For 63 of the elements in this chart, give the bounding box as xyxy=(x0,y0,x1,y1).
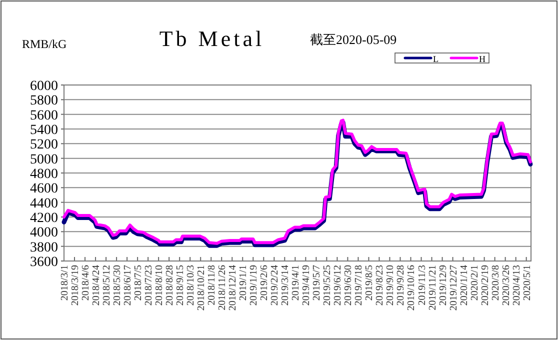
y-tick-label: 4200 xyxy=(30,211,58,226)
x-tick-label: 2020/1/14 xyxy=(458,265,470,306)
y-tick-label: 5000 xyxy=(30,152,58,168)
y-axis-title: RMB/kG xyxy=(22,37,68,51)
chart-subtitle: 截至2020-05-09 xyxy=(310,32,397,47)
x-tick-label: 2018/5/12 xyxy=(102,265,113,306)
y-tick-label: 4000 xyxy=(30,226,58,241)
x-tick-label: 2018/5/30 xyxy=(112,265,124,306)
x-tick-label: 2019/2/24 xyxy=(270,265,281,306)
x-tick-label: 2019/1/19 xyxy=(248,265,260,306)
x-tick-label: 2019/6/12 xyxy=(332,265,344,306)
x-tick-label: 2018/10/21 xyxy=(196,265,208,311)
x-tick-label: 2018/7/23 xyxy=(144,265,155,306)
x-tick-label: 2018/8/28 xyxy=(164,265,176,306)
x-tick-label: 2019/9/10 xyxy=(385,265,396,306)
x-tick-label: 2019/6/30 xyxy=(343,265,354,306)
x-tick-label: 2019/4/19 xyxy=(301,265,312,306)
x-tick-label: 2019/12/27 xyxy=(448,265,460,311)
y-tick-label: 4400 xyxy=(30,196,58,212)
x-tick-label: 2020/2/1 xyxy=(469,265,480,301)
y-tick-label: 5600 xyxy=(30,108,58,124)
y-tick-label: 3800 xyxy=(30,240,58,256)
y-tick-label: 5800 xyxy=(30,94,58,109)
x-tick-label: 2018/11/26 xyxy=(217,265,228,310)
x-tick-label: 2019/7/18 xyxy=(354,265,365,306)
x-tick-label: 2018/12/14 xyxy=(228,265,239,311)
legend-label: L xyxy=(433,54,438,64)
x-tick-label: 2019/5/25 xyxy=(322,265,334,306)
x-tick-label: 2018/7/5 xyxy=(133,265,144,301)
x-tick-label: 2019/10/16 xyxy=(406,265,418,311)
x-tick-label: 2020/3/26 xyxy=(500,265,512,306)
x-tick-label: 2018/3/1 xyxy=(60,265,70,301)
x-tick-label: 2018/3/19 xyxy=(70,265,82,306)
x-tick-label: 2019/5/7 xyxy=(312,265,323,301)
legend-label: H xyxy=(479,54,486,64)
x-tick-label: 2019/11/3 xyxy=(416,265,428,306)
y-tick-label: 4800 xyxy=(30,167,58,182)
x-tick-label: 2019/11/21 xyxy=(427,265,438,310)
x-tick-label: 2018/9/15 xyxy=(175,265,186,306)
x-tick-label: 2020/2/19 xyxy=(480,265,491,306)
x-tick-label: 2020/4/13 xyxy=(511,265,522,306)
x-tick-label: 2019/9/28 xyxy=(396,265,407,306)
y-tick-label: 3600 xyxy=(30,255,58,270)
x-tick-label: 2019/8/5 xyxy=(364,265,376,301)
y-tick-label: 5400 xyxy=(30,123,58,138)
x-tick-label: 2018/8/10 xyxy=(154,265,166,306)
x-tick-label: 2019/1/1 xyxy=(238,265,250,301)
y-tick-label: 5200 xyxy=(30,138,58,153)
x-tick-label: 2019/4/1 xyxy=(290,265,302,301)
y-tick-label: 4600 xyxy=(30,182,58,197)
x-tick-label: 2018/11/8 xyxy=(206,265,218,306)
x-tick-label: 2018/4/24 xyxy=(91,265,102,306)
x-tick-label: 2019/8/23 xyxy=(374,265,386,306)
x-tick-label: 2020/5/1 xyxy=(522,265,533,301)
x-tick-label: 2018/4/6 xyxy=(80,265,92,301)
chart-title: Tb Metal xyxy=(159,26,265,51)
x-tick-label: 2019/12/9 xyxy=(438,265,449,306)
x-tick-label: 2018/6/17 xyxy=(122,265,134,306)
x-tick-label: 2018/10/3 xyxy=(186,265,197,306)
x-tick-label: 2020/3/8 xyxy=(490,265,502,301)
x-tick-label: 2019/3/14 xyxy=(280,265,292,306)
x-tick-label: 2019/2/6 xyxy=(259,265,270,301)
y-tick-label: 6000 xyxy=(30,79,58,94)
